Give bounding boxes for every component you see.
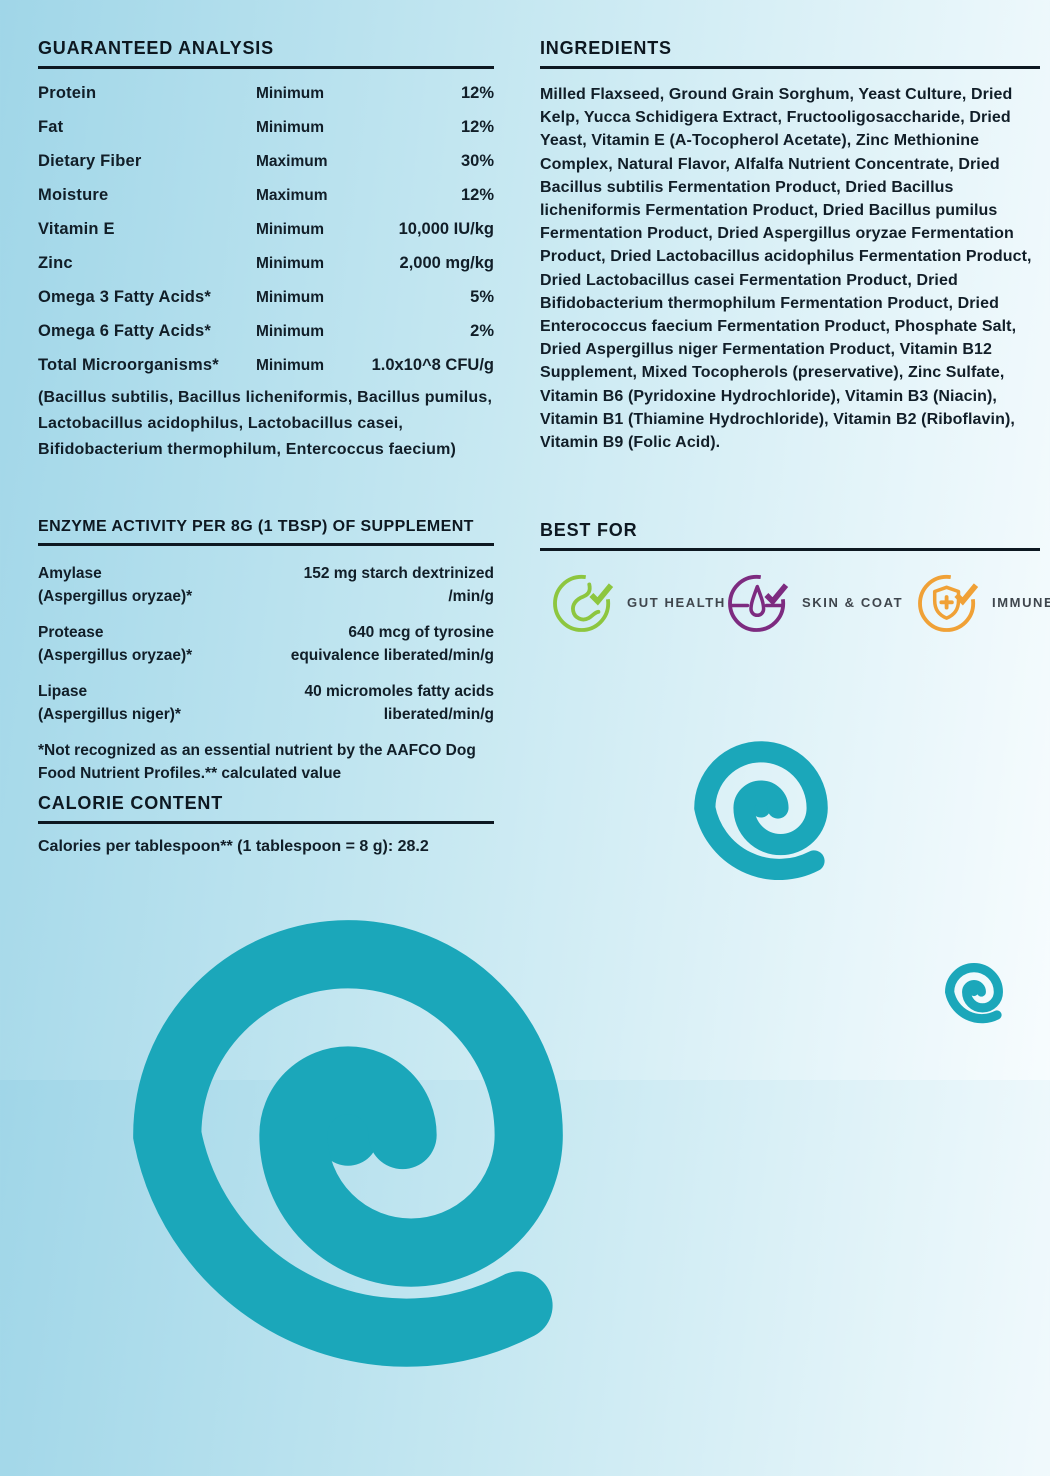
section-divider [540,548,1040,551]
nutrient-value: 10,000 IU/kg [398,220,494,238]
table-row: Amylase (Aspergillus oryzae)* 152 mg sta… [38,562,494,608]
table-row: Total Microorganisms* Minimum 1.0x10^8 C… [38,353,494,378]
nutrient-qualifier: Minimum [256,85,325,102]
section-ingredients: INGREDIENTS Milled Flaxseed, Ground Grai… [540,38,1040,454]
spiral-logo [7,794,689,1476]
table-row: Vitamin E Minimum 10,000 IU/kg [38,217,494,242]
table-row: Zinc Minimum 2,000 mg/kg [38,251,494,276]
nutrient-value: 12% [460,186,494,204]
nutrient-name: Vitamin E [38,220,115,238]
guaranteed-analysis-table: Protein Minimum 12% Fat Minimum 12% Diet… [38,81,494,378]
enzyme-name: Lipase (Aspergillus niger)* [38,680,238,726]
section-best-for: BEST FOR GUT HEALTH SKIN & COAT [540,520,1050,657]
nutrient-qualifier: Minimum [256,357,325,374]
aafco-footnote: *Not recognized as an essential nutrient… [38,742,476,782]
enzyme-source: (Aspergillus oryzae)* [38,588,193,605]
enzyme-value: 152 mg starch dextrinized /min/g [303,565,494,605]
best-for-label: SKIN & COAT [802,594,904,610]
table-row: Protease (Aspergillus oryzae)* 640 mcg o… [38,621,494,667]
section-divider [38,66,494,69]
enzyme-value: 40 micromoles fatty acids liberated/min/… [304,683,494,723]
enzyme-name: Amylase (Aspergillus oryzae)* [38,562,238,608]
best-for-item-skin-coat: SKIN & COAT [723,567,903,637]
nutrient-name: Omega 6 Fatty Acids* [38,322,212,340]
best-for-item-immune: IMMUNE [913,567,1050,637]
best-for-label: GUT HEALTH [627,594,726,610]
section-divider [38,821,494,824]
nutrient-qualifier: Minimum [256,255,325,272]
table-row: Dietary Fiber Maximum 30% [38,149,494,174]
spiral-logo [655,702,867,914]
ingredients-text: Milled Flaxseed, Ground Grain Sorghum, Y… [540,86,1032,452]
calorie-content-title: CALORIE CONTENT [38,793,223,813]
nutrient-value: 30% [460,152,494,170]
enzyme-name: Protease (Aspergillus oryzae)* [38,621,238,667]
section-divider [38,543,494,546]
nutrient-value: 12% [460,118,494,136]
nutrient-qualifier: Maximum [256,153,328,170]
best-for-item-gut-health: GUT HEALTH [548,567,726,637]
enzyme-value: 640 mcg of tyrosine equivalence liberate… [290,624,494,664]
section-guaranteed-analysis: GUARANTEED ANALYSIS Protein Minimum 12% … [38,38,494,458]
nutrient-name: Dietary Fiber [38,152,142,170]
best-for-label: IMMUNE [992,594,1050,610]
best-for-items: GUT HEALTH SKIN & COAT IMMUNE [540,567,1050,657]
nutrient-name: Zinc [38,254,73,272]
nutrient-value: 2% [470,322,494,340]
nutrient-value: 1.0x10^8 CFU/g [371,356,494,374]
table-row: Fat Minimum 12% [38,115,494,140]
hair-follicle-check-icon [728,574,789,632]
enzyme-source: (Aspergillus oryzae)* [38,647,193,664]
enzyme-activity-table: Amylase (Aspergillus oryzae)* 152 mg sta… [38,562,494,726]
nutrient-value: 5% [470,288,494,306]
stomach-check-icon [553,574,614,632]
section-divider [540,66,1040,69]
table-row: Moisture Maximum 12% [38,183,494,208]
calorie-content-text: Calories per tablespoon** (1 tablespoon … [38,838,429,855]
section-enzyme-activity: ENZYME ACTIVITY PER 8G (1 TBSP) OF SUPPL… [38,518,494,785]
section-calorie-content: CALORIE CONTENT Calories per tablespoon*… [38,793,494,856]
nutrient-name: Moisture [38,186,109,204]
enzyme-activity-title: ENZYME ACTIVITY PER 8G (1 TBSP) OF SUPPL… [38,518,474,535]
nutrient-value: 12% [460,84,494,102]
enzyme-source: (Aspergillus niger)* [38,706,181,723]
nutrient-name: Fat [38,118,64,136]
nutrient-name: Omega 3 Fatty Acids* [38,288,212,306]
ingredients-title: INGREDIENTS [540,38,672,58]
nutrient-qualifier: Minimum [256,289,325,306]
table-row: Omega 6 Fatty Acids* Minimum 2% [38,319,494,344]
nutrient-qualifier: Minimum [256,221,325,238]
nutrient-qualifier: Maximum [256,187,328,204]
spiral-logo [928,946,1020,1038]
nutrient-name: Protein [38,84,97,102]
shield-cross-check-icon [918,574,979,632]
table-row: Omega 3 Fatty Acids* Minimum 5% [38,285,494,310]
table-row: Lipase (Aspergillus niger)* 40 micromole… [38,680,494,726]
nutrient-qualifier: Minimum [256,323,325,340]
microorganisms-note: (Bacillus subtilis, Bacillus licheniform… [38,389,493,458]
nutrient-name: Total Microorganisms* [38,356,219,374]
best-for-title: BEST FOR [540,520,638,540]
table-row: Protein Minimum 12% [38,81,494,106]
nutrient-value: 2,000 mg/kg [399,254,494,272]
guaranteed-analysis-title: GUARANTEED ANALYSIS [38,38,274,58]
nutrient-qualifier: Minimum [256,119,325,136]
